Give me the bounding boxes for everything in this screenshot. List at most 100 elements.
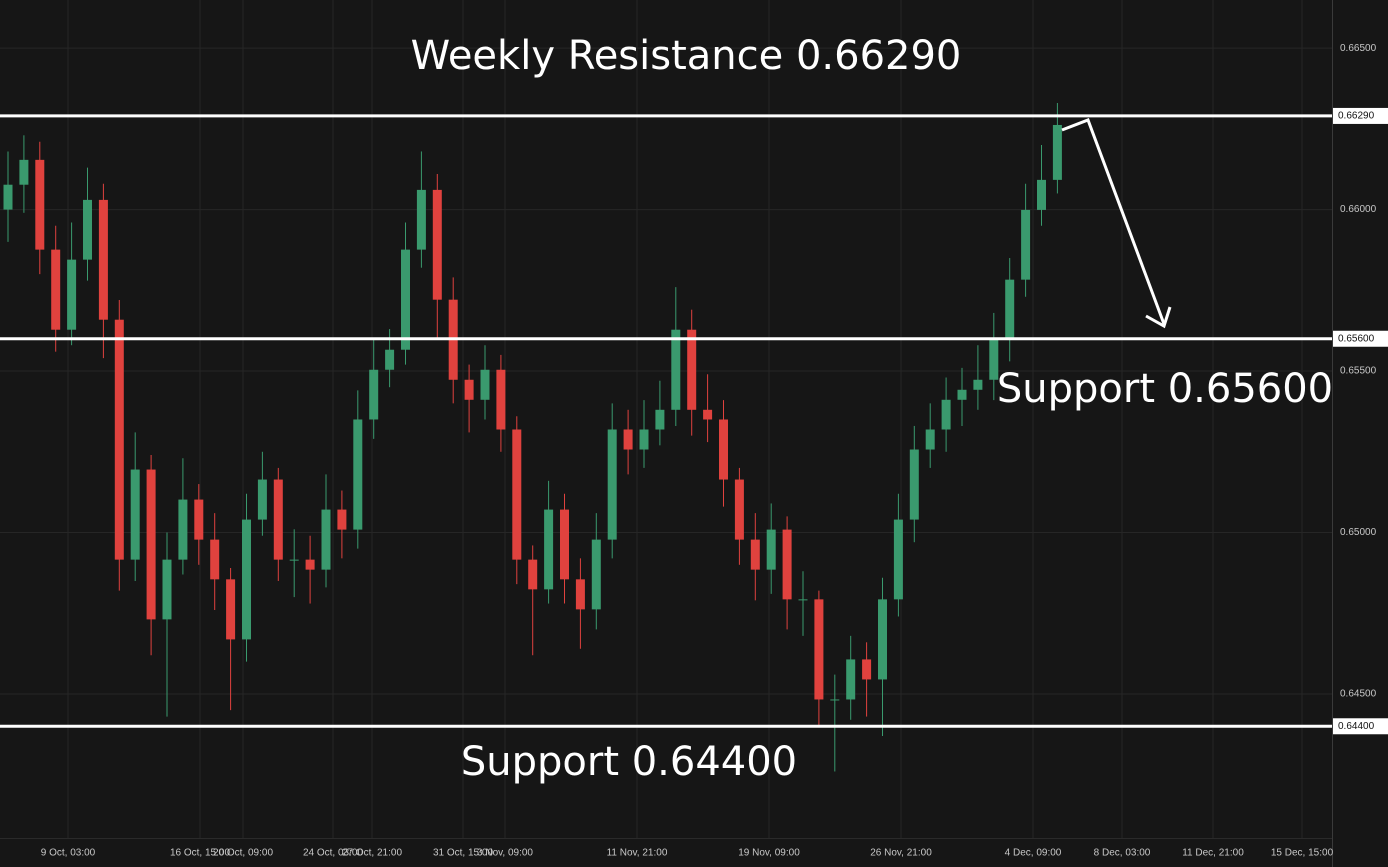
x-tick-label: 20 Oct, 09:00 xyxy=(213,848,273,859)
candle-body xyxy=(353,419,363,530)
annotation: Support 0.65600 xyxy=(997,366,1333,412)
candle-body xyxy=(878,599,887,680)
candle-body xyxy=(114,319,124,560)
x-tick-label: 4 Dec, 09:00 xyxy=(1005,848,1062,859)
y-tick-label: 0.65000 xyxy=(1340,527,1377,538)
candle-body xyxy=(83,199,92,260)
x-tick-label: 19 Nov, 09:00 xyxy=(738,848,800,859)
candle-body xyxy=(257,479,267,520)
candle-body xyxy=(385,349,395,370)
x-tick-label: 11 Dec, 21:00 xyxy=(1182,848,1244,859)
candle-body xyxy=(528,559,538,590)
y-tick-label: 0.64500 xyxy=(1340,689,1377,700)
candle-body xyxy=(3,184,13,210)
forecast-arrow xyxy=(1061,118,1166,325)
candle-body xyxy=(321,509,331,570)
candle-body xyxy=(210,539,220,580)
candle-body xyxy=(719,419,728,480)
candle-body xyxy=(480,369,490,400)
x-tick-label: 3 Nov, 09:00 xyxy=(477,848,533,859)
candle-body xyxy=(98,199,108,320)
candle-body xyxy=(130,469,140,560)
x-tick-label: 31 Oct, 15:00 xyxy=(433,848,493,859)
x-tick-label: 27 Oct, 21:00 xyxy=(342,848,402,859)
candle-body xyxy=(401,249,410,350)
candle-body xyxy=(146,469,156,620)
candle-body xyxy=(798,599,808,601)
candle-body xyxy=(178,499,188,560)
annotation: Weekly Resistance 0.66290 xyxy=(411,33,962,79)
x-tick-label: 24 Oct, 03:00 xyxy=(303,848,363,859)
candle-body xyxy=(830,699,840,701)
candle-body xyxy=(1005,279,1015,340)
candle-body xyxy=(67,259,77,330)
candle-body xyxy=(289,559,299,561)
x-tick-label: 11 Nov, 21:00 xyxy=(607,848,668,859)
candle-body xyxy=(703,409,713,420)
candle-body xyxy=(687,329,697,410)
arrow-head xyxy=(1145,306,1172,329)
level-price-box xyxy=(1333,107,1388,124)
level-price-label: 0.64400 xyxy=(1338,721,1375,732)
candle-body xyxy=(655,409,665,430)
y-tick-label: 0.66500 xyxy=(1340,43,1377,54)
candle-body xyxy=(862,659,872,680)
candle-body xyxy=(893,519,903,600)
candle-body xyxy=(337,509,347,530)
candle-body xyxy=(544,509,554,590)
candle-body xyxy=(766,529,776,570)
y-tick-label: 0.66000 xyxy=(1340,204,1377,215)
candle-body xyxy=(989,339,999,380)
candle-body xyxy=(1052,124,1062,180)
candle-body xyxy=(273,479,283,560)
candle-body xyxy=(846,659,856,700)
y-tick-label: 0.65500 xyxy=(1340,366,1377,377)
candle-body xyxy=(750,539,760,570)
candle-body xyxy=(35,159,45,250)
x-tick-label: 26 Nov, 21:00 xyxy=(870,848,932,859)
candle-body xyxy=(1021,209,1031,280)
candle-body xyxy=(496,369,506,430)
candle-body xyxy=(607,429,617,540)
candle-body xyxy=(623,429,633,450)
candle-body xyxy=(464,379,474,400)
candle-body xyxy=(1037,179,1046,210)
candle-body xyxy=(416,189,426,250)
x-tick-label: 15 Dec, 15:00 xyxy=(1271,848,1334,859)
level-price-box xyxy=(1333,330,1388,347)
candle-body xyxy=(925,429,935,450)
candles xyxy=(3,103,1062,772)
candle-body xyxy=(591,539,601,610)
candle-body xyxy=(575,579,585,610)
candle-body xyxy=(639,429,649,450)
candle-body xyxy=(512,429,522,560)
candle-body xyxy=(19,159,29,185)
candle-body xyxy=(973,379,983,390)
candle-body xyxy=(305,559,315,570)
candle-body xyxy=(242,519,251,640)
candle-body xyxy=(432,189,442,300)
candle-body xyxy=(941,399,951,430)
level-price-label: 0.66290 xyxy=(1338,111,1375,122)
candle-body xyxy=(51,249,61,330)
annotation: Support 0.64400 xyxy=(461,739,797,785)
candle-body xyxy=(194,499,204,540)
candle-body xyxy=(226,579,236,640)
candle-body xyxy=(957,389,967,400)
candle-body xyxy=(814,599,824,700)
level-price-label: 0.65600 xyxy=(1338,333,1375,344)
candle-body xyxy=(909,449,919,520)
candle-body xyxy=(671,329,681,410)
x-tick-label: 16 Oct, 15:00 xyxy=(170,848,230,859)
x-tick-label: 8 Dec, 03:00 xyxy=(1094,848,1151,859)
candle-body xyxy=(560,509,569,580)
candle-body xyxy=(734,479,744,540)
candle-body xyxy=(162,559,172,620)
level-price-box xyxy=(1333,718,1388,735)
x-tick-label: 9 Oct, 03:00 xyxy=(41,848,96,859)
candle-body xyxy=(369,369,379,420)
levels: 0.66290 0.65600 0.64400 xyxy=(0,107,1388,735)
